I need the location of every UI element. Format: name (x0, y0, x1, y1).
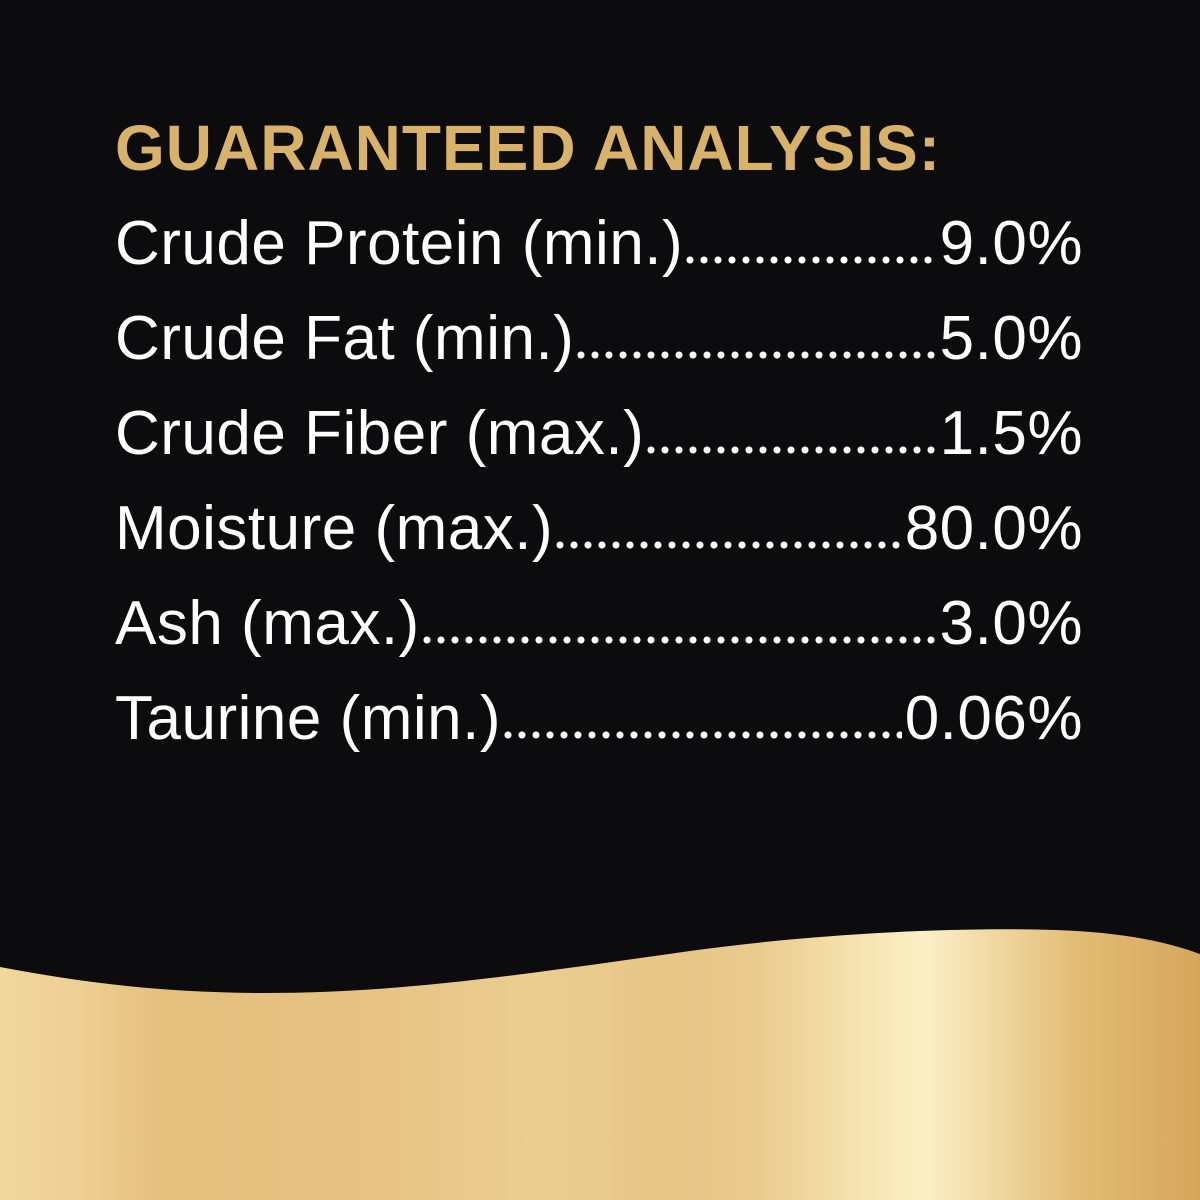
dot-leader (422, 636, 937, 644)
row-value: 3.0% (939, 589, 1083, 658)
row-label: Crude Fiber (max.) (115, 399, 645, 468)
row-label: Crude Fat (min.) (115, 304, 575, 373)
row-value: 5.0% (939, 304, 1083, 373)
row-label: Taurine (min.) (115, 684, 501, 753)
gold-wave-graphic (0, 929, 1200, 1200)
row-label: Crude Protein (min.) (115, 209, 684, 278)
row-value: 80.0% (904, 494, 1083, 563)
dot-leader (504, 731, 902, 739)
row-crude-fat: Crude Fat (min.) 5.0% (115, 308, 1083, 370)
analysis-content: GUARANTEED ANALYSIS: Crude Protein (min.… (115, 112, 1083, 750)
panel-title: GUARANTEED ANALYSIS: (115, 112, 941, 184)
row-label: Ash (max.) (115, 589, 420, 658)
row-value: 1.5% (939, 399, 1083, 468)
row-taurine: Taurine (min.) 0.06% (115, 688, 1083, 750)
row-moisture: Moisture (max.) 80.0% (115, 498, 1083, 560)
dot-leader (686, 256, 937, 264)
dot-leader (647, 446, 937, 454)
row-value: 0.06% (904, 684, 1083, 753)
dot-leader (556, 541, 902, 549)
gold-wave-path (0, 929, 1200, 1200)
row-value: 9.0% (939, 209, 1083, 278)
row-crude-protein: Crude Protein (min.) 9.0% (115, 213, 1083, 275)
row-ash: Ash (max.) 3.0% (115, 593, 1083, 655)
row-label: Moisture (max.) (115, 494, 554, 563)
row-crude-fiber: Crude Fiber (max.) 1.5% (115, 403, 1083, 465)
dot-leader (577, 351, 937, 359)
